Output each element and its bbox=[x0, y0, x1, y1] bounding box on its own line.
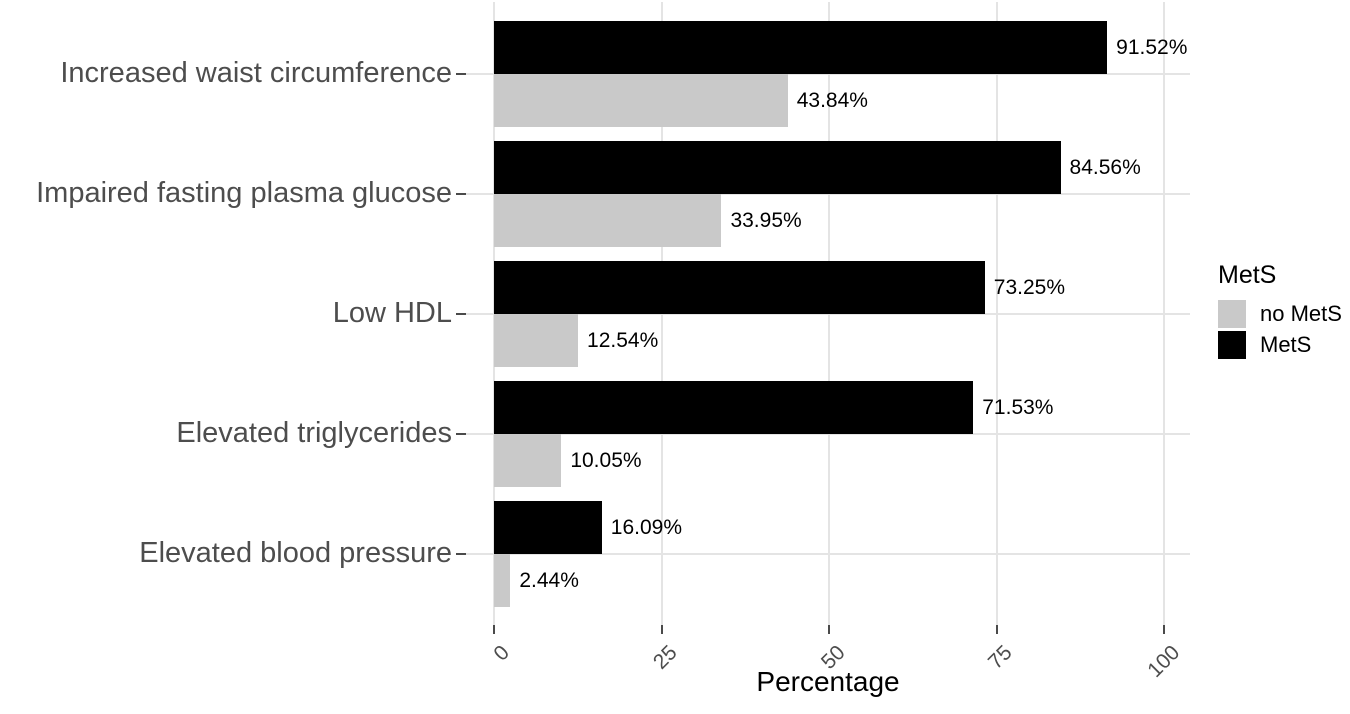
bar bbox=[494, 194, 722, 247]
y-tick bbox=[456, 433, 466, 435]
gridline-h bbox=[466, 193, 1190, 195]
bar-value-label: 16.09% bbox=[610, 515, 683, 539]
bar bbox=[494, 554, 511, 607]
legend-entry-label: MetS bbox=[1260, 332, 1312, 357]
y-tick bbox=[456, 73, 466, 75]
gridline-h bbox=[466, 433, 1190, 435]
bar bbox=[494, 261, 985, 314]
y-tick bbox=[456, 193, 466, 195]
bar bbox=[494, 21, 1108, 74]
y-tick bbox=[456, 313, 466, 315]
legend-entry: MetS bbox=[1218, 331, 1342, 359]
bar bbox=[494, 434, 562, 487]
x-tick bbox=[660, 625, 663, 634]
bar-value-label: 12.54% bbox=[587, 328, 659, 352]
x-tick-label: 0 bbox=[489, 641, 515, 666]
x-tick bbox=[828, 625, 830, 634]
x-axis-title: Percentage bbox=[756, 666, 900, 697]
gridline-h bbox=[466, 553, 1190, 555]
x-tick bbox=[493, 625, 495, 634]
legend-entry-label: no MetS bbox=[1260, 301, 1342, 326]
bar-value-label: 10.05% bbox=[570, 448, 642, 472]
category-label: Increased waist circumference bbox=[60, 56, 452, 89]
x-tick bbox=[1163, 625, 1165, 634]
bar bbox=[494, 501, 602, 554]
legend: MetS no MetS MetS bbox=[1218, 260, 1342, 362]
legend-entry: no MetS bbox=[1218, 300, 1342, 328]
category-label: Low HDL bbox=[332, 296, 452, 329]
bar bbox=[494, 381, 974, 434]
category-label: Impaired fasting plasma glucose bbox=[36, 176, 452, 209]
gridline-h bbox=[466, 73, 1190, 75]
legend-swatch bbox=[1218, 300, 1246, 328]
category-label: Elevated triglycerides bbox=[176, 416, 452, 449]
gridline-h bbox=[466, 313, 1190, 315]
y-tick bbox=[456, 553, 466, 555]
bar-value-label: 71.53% bbox=[982, 395, 1054, 419]
bar-value-label: 91.52% bbox=[1116, 35, 1188, 59]
bar-value-label: 33.95% bbox=[730, 208, 802, 232]
bar-value-label: 84.56% bbox=[1069, 155, 1141, 179]
legend-entries: no MetS MetS bbox=[1218, 300, 1342, 359]
bar-value-label: 2.44% bbox=[519, 568, 579, 592]
bar-value-label: 73.25% bbox=[993, 275, 1065, 299]
bar bbox=[494, 314, 579, 367]
bar bbox=[494, 74, 788, 127]
category-label: Elevated blood pressure bbox=[139, 536, 452, 569]
bar bbox=[494, 141, 1061, 194]
legend-title: MetS bbox=[1218, 261, 1277, 289]
bar-value-label: 43.84% bbox=[796, 88, 868, 112]
legend-swatch bbox=[1218, 331, 1246, 359]
x-tick bbox=[995, 625, 998, 634]
